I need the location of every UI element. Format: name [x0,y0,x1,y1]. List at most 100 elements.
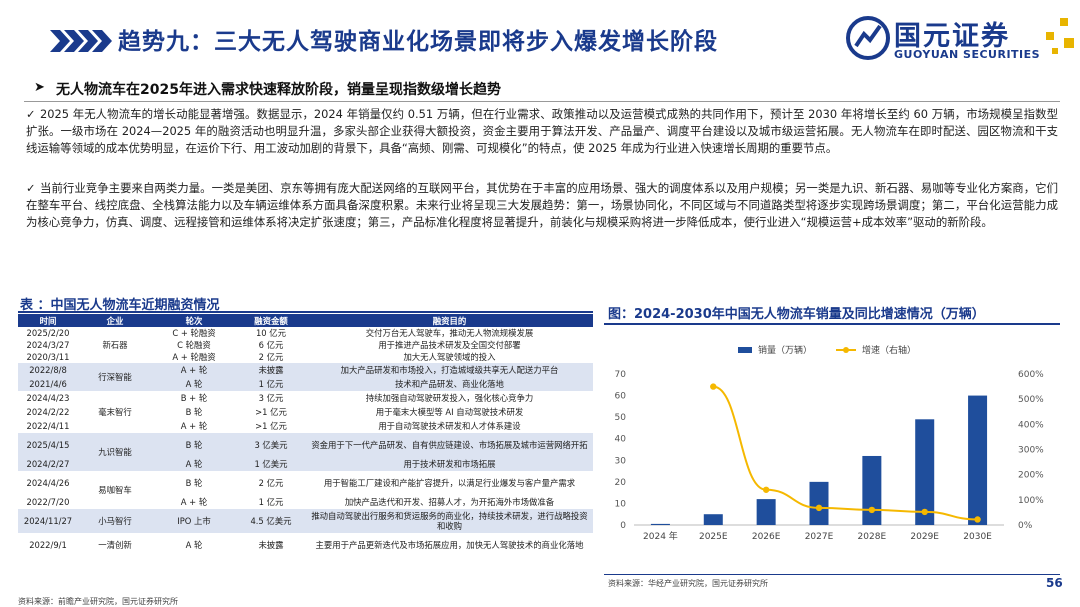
cell-round: C 轮融资 [177,340,211,350]
bar-5 [915,419,935,525]
y-left-tick-label: 10 [615,499,627,509]
table-row: 2024/2/27 A 轮 1 亿美元 用于技术研发和市场拓展 [18,457,593,471]
cell-round: A 轮 [152,457,236,471]
cell-company: 一清创新 [98,540,132,550]
cell-round: B + 轮 [180,393,208,403]
chevron-arrows-icon [50,30,112,52]
table-row: 2025/4/15 九识智能 B 轮 3 亿美元 资金用于下一代产品研发、自有供… [18,433,593,471]
bar-1 [703,514,723,525]
cell-round: C + 轮融资 [172,328,216,338]
cell-company: 小马智行 [78,509,152,533]
table-row: 2022/4/11 A + 轮 >1 亿元 用于自动驾驶技术研发和人才体系建设 [18,419,593,433]
y-right-tick-label: 0% [1018,521,1033,531]
x-tick-label: 2030E [963,532,992,542]
cell-round: B 轮 [185,478,203,488]
table-header-row: 时间 企业 轮次 融资金额 融资目的 [18,314,593,327]
growth-point-0 [710,383,717,390]
table-row: 2024/3/27 C 轮融资 6 亿元 用于推进产品技术研发及全国交付部署 [18,339,593,351]
section-heading: 无人物流车在2025年进入需求快速释放阶段，销量呈现指数级增长趋势 [56,82,501,98]
table-source: 资料来源：前瞻产业研究院，国元证券研究所 [18,597,178,606]
y-left-tick-label: 40 [615,435,627,445]
y-left-tick-label: 70 [615,370,627,380]
y-right-tick-label: 400% [1018,420,1044,430]
cell-round: IPO 上市 [152,509,236,533]
cell-date: 2020/3/11 [26,352,70,362]
growth-line [713,385,978,521]
header-cell: 企业 [78,314,152,327]
header-cell: 融资目的 [306,314,593,327]
legend-bar-swatch [738,347,752,353]
x-tick-label: 2026E [752,532,781,542]
table-row: 2022/8/8 行深智能 A + 轮 未披露 加大产品研发和市场投入，打造城域… [18,363,593,391]
bar-0 [650,523,670,525]
y-left-tick-label: 0 [620,521,626,531]
header-cell: 融资金额 [236,314,306,327]
cell-amount: 1 亿元 [258,497,284,507]
table-row: 2021/4/6 A 轮 1 亿元 技术和产品研发、商业化落地 [18,377,593,391]
growth-point-5 [974,516,981,523]
legend-bar-label: 销量（万辆） [758,344,812,356]
header-cell: 时间 [18,314,78,327]
y-left-tick-label: 30 [615,456,627,466]
cell-date: 2024/4/23 [26,393,70,403]
x-tick-label: 2028E [858,532,887,542]
cell-date: 2022/4/11 [26,421,70,431]
cell-purpose: 主要用于产品更新迭代及市场拓展应用，加快无人驾驶技术的商业化落地 [315,540,584,550]
cell-amount: 3 亿美元 [236,433,306,457]
logo-text-en: GUOYUAN SECURITIES [894,48,1041,61]
cell-amount: 2 亿元 [258,352,284,362]
growth-point-3 [868,506,876,514]
x-tick-label: 2029E [910,532,939,542]
table-row: 2024/4/26 易咖智车 B 轮 2 亿元 用于智能工厂建设和产能扩容提升，… [18,471,593,495]
paragraph-1-text: 2025 年无人物流车的增长动能显著增强。数据显示，2024 年销量仅约 0.5… [26,107,1058,155]
x-tick-label: 2024 年 [643,530,678,542]
company-logo: 国元证券 GUOYUAN SECURITIES [846,14,1076,68]
table-title: 表 ：中国无人物流车近期融资情况 [20,298,220,313]
financing-table: 时间 企业 轮次 融资金额 融资目的 2025/2/20 新石器 C + 轮融资… [18,314,593,557]
table-row: 2024/11/27 小马智行 IPO 上市 4.5 亿美元 推动自动驾驶出行服… [18,509,593,533]
y-right-tick-label: 600% [1018,370,1044,380]
cell-company: 易咖智车 [98,485,132,495]
cell-purpose: 技术和产品研发、商业化落地 [306,377,593,391]
y-left-tick-label: 20 [615,478,627,488]
cell-amount: 2 亿元 [258,478,284,488]
cell-amount: 6 亿元 [258,340,284,350]
header-bar: 趋势九：三大无人驾驶商业化场景即将步入爆发增长阶段 国元证券 GUOYUAN S… [0,0,1080,74]
table-title-rule [18,311,593,313]
legend-line-dot [843,347,849,353]
cell-date: 2021/4/6 [18,377,78,391]
cell-purpose: 资金用于下一代产品研发、自有供应链建设、市场拓展及城市运营网络开拓 [306,433,593,457]
cell-amount: 1 亿美元 [236,457,306,471]
cell-amount: 未披露 [258,540,284,550]
cell-date: 2024/3/27 [26,340,70,350]
growth-point-2 [815,504,823,512]
cell-date: 2022/8/8 [18,363,78,377]
growth-point-4 [921,508,928,516]
cell-date: 2022/7/20 [26,497,70,507]
cell-round: A + 轮 [180,421,208,431]
cell-purpose: 推动自动驾驶出行服务和货运服务的商业化，持续技术研发，进行战略投资和收购 [306,509,593,533]
y-right-tick-label: 200% [1018,471,1044,481]
chart-title: 图：2024-2030年中国无人物流车销量及同比增速情况（万辆） [608,307,985,322]
cell-company: 新石器 [102,340,128,350]
x-tick-label: 2027E [805,532,834,542]
growth-point-1 [762,486,770,493]
cell-purpose: 用于推进产品技术研发及全国交付部署 [378,340,521,350]
cell-amount: 4.5 亿美元 [236,509,306,533]
table-row: 2020/3/11 A + 轮融资 2 亿元 加大无人驾驶领域的投入 [18,351,593,363]
cell-date: 2024/2/27 [18,457,78,471]
cell-purpose: 加快产品迭代和开发、招募人才，为开拓海外市场做准备 [344,497,555,507]
cell-amount: >1 亿元 [255,407,287,417]
chart-source: 资料来源：华经产业研究院，国元证券研究所 [608,579,768,588]
bar-6 [968,395,988,525]
y-left-tick-label: 60 [615,392,627,402]
cell-company: 行深智能 [78,363,152,391]
footer-rule [604,574,1060,575]
cell-date: 2024/4/26 [26,478,70,488]
cell-amount: 3 亿元 [258,393,284,403]
paragraph-2: ✓ 当前行业竞争主要来自两类力量。一类是美团、京东等拥有庞大配送网络的互联网平台，… [26,180,1058,231]
page-number: 56 [1046,576,1063,590]
cell-purpose: 用于技术研发和市场拓展 [306,457,593,471]
legend-line-label: 增速（右轴） [862,344,916,356]
bar-4 [862,455,882,525]
